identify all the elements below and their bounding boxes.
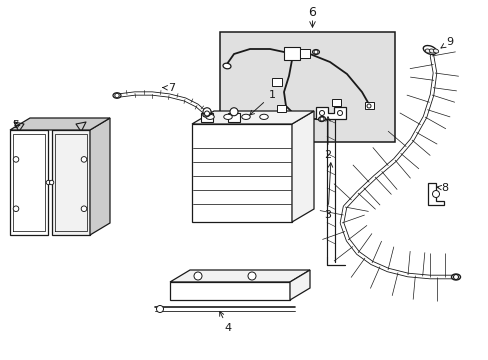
Polygon shape [427, 183, 443, 205]
Bar [271, 78, 282, 86]
Polygon shape [170, 282, 289, 300]
Circle shape [337, 111, 342, 116]
Ellipse shape [432, 49, 438, 53]
Ellipse shape [224, 114, 232, 120]
Text: 5: 5 [13, 120, 20, 130]
Ellipse shape [423, 46, 436, 54]
Text: 6: 6 [308, 5, 316, 18]
Bar [201, 113, 213, 122]
Polygon shape [291, 111, 313, 222]
Polygon shape [10, 118, 110, 130]
Polygon shape [192, 111, 313, 124]
Circle shape [49, 180, 54, 185]
Polygon shape [289, 270, 309, 300]
Circle shape [81, 157, 87, 162]
Ellipse shape [318, 117, 325, 122]
Ellipse shape [450, 274, 460, 280]
Bar [227, 113, 240, 122]
Polygon shape [52, 130, 90, 235]
Ellipse shape [428, 49, 434, 53]
Bar [331, 99, 340, 106]
Circle shape [115, 93, 119, 98]
Ellipse shape [425, 49, 430, 53]
Ellipse shape [259, 114, 268, 120]
Ellipse shape [241, 114, 250, 120]
Bar [364, 102, 373, 109]
Text: 2: 2 [324, 117, 331, 160]
Bar [276, 105, 285, 112]
Polygon shape [90, 118, 110, 235]
Polygon shape [192, 124, 291, 222]
Bar [284, 47, 299, 60]
Ellipse shape [223, 63, 230, 69]
Polygon shape [10, 130, 48, 235]
Bar [220, 32, 394, 142]
Circle shape [431, 190, 439, 198]
Circle shape [319, 117, 324, 121]
Text: 7: 7 [163, 83, 175, 93]
Circle shape [366, 104, 370, 108]
Ellipse shape [312, 50, 319, 54]
Text: 9: 9 [440, 37, 453, 48]
Text: 8: 8 [436, 183, 447, 193]
Circle shape [204, 111, 209, 116]
Circle shape [13, 157, 19, 162]
Circle shape [313, 50, 317, 54]
Circle shape [156, 306, 163, 312]
Circle shape [46, 180, 50, 185]
Circle shape [229, 108, 238, 116]
Text: 3: 3 [324, 163, 332, 220]
Circle shape [81, 206, 87, 212]
Polygon shape [315, 107, 346, 119]
Ellipse shape [205, 114, 214, 120]
Polygon shape [170, 270, 309, 282]
Text: 4: 4 [219, 311, 231, 333]
Ellipse shape [203, 110, 211, 117]
Circle shape [194, 272, 202, 280]
Text: 1: 1 [249, 90, 275, 115]
Circle shape [13, 206, 19, 212]
Circle shape [319, 111, 324, 116]
Circle shape [203, 108, 210, 116]
Ellipse shape [113, 93, 121, 98]
Bar [299, 49, 309, 58]
Circle shape [247, 272, 256, 280]
Circle shape [452, 275, 458, 279]
